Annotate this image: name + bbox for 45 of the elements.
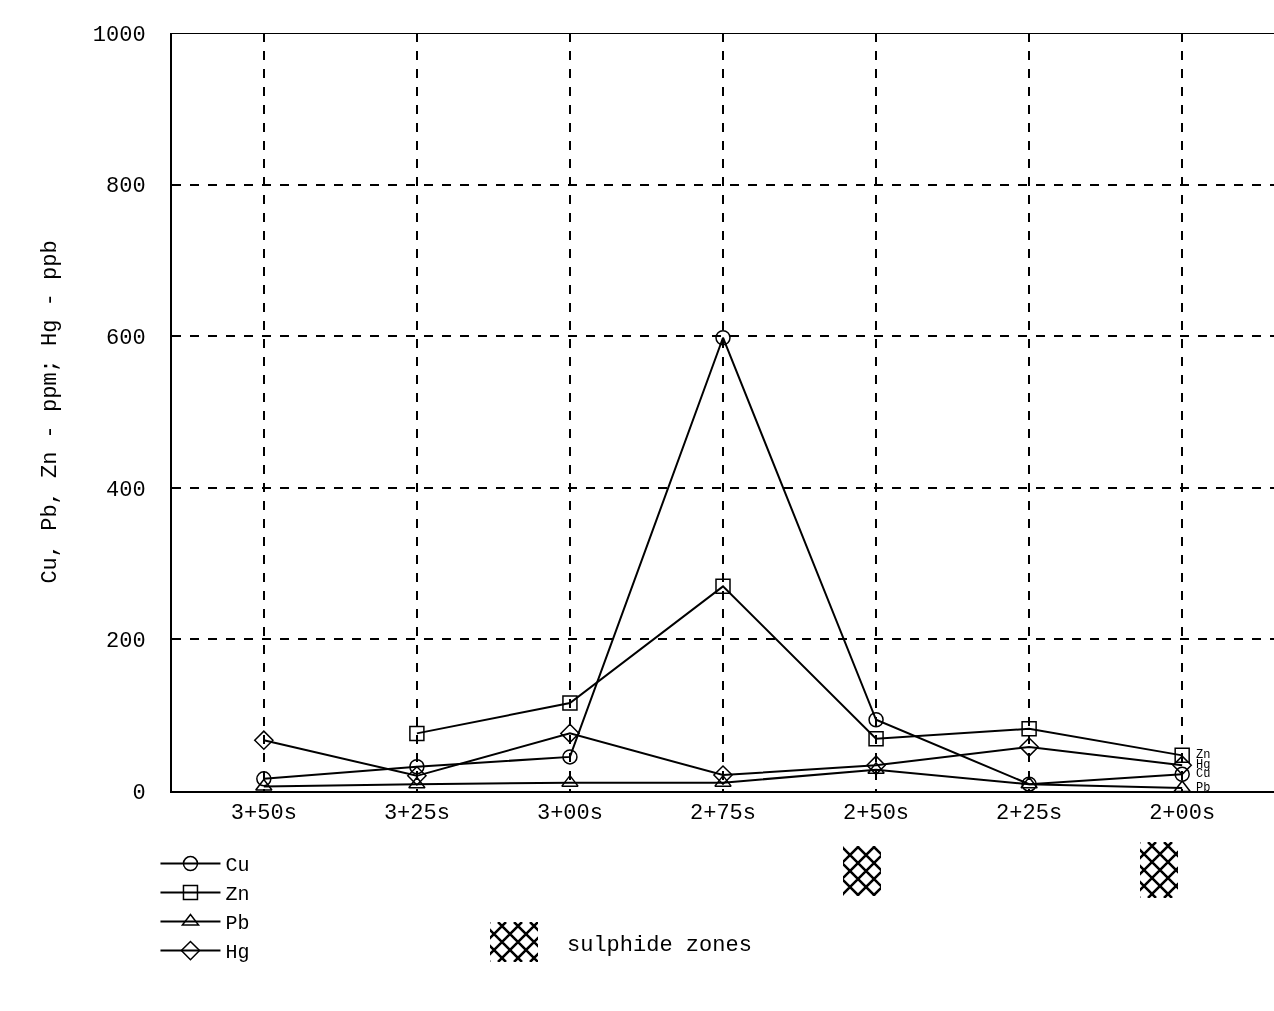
point: [1172, 755, 1193, 776]
x-tick-label: 3+50s: [230, 801, 297, 827]
point: [866, 755, 886, 776]
point: [560, 723, 580, 744]
x-tick-label: 3+00s: [536, 801, 603, 827]
y-axis-title: Cu, Pb, Zn - ppm; Hg - ppb: [38, 240, 64, 584]
x-tick-label: 3+25s: [383, 801, 450, 827]
point: [409, 725, 425, 742]
x-tick-label: 2+75s: [689, 801, 757, 827]
point: [867, 762, 885, 775]
point: [561, 774, 579, 787]
x-tick-label: 2+00s: [1149, 801, 1216, 827]
point: [715, 578, 731, 595]
point: [409, 758, 425, 775]
point: [714, 774, 732, 787]
point: [562, 695, 578, 711]
y-tick-label: 1000: [92, 22, 146, 48]
point: [408, 776, 426, 789]
point: [1173, 780, 1191, 793]
text: sulphide zones: [567, 933, 752, 958]
point: [562, 749, 578, 765]
y-tick-label: 200: [105, 629, 146, 655]
point: [1174, 747, 1190, 764]
x-tick-label: 2+50s: [843, 801, 910, 827]
y-tick-label: 400: [105, 477, 146, 503]
point: [715, 329, 731, 346]
point: [1174, 766, 1190, 783]
legend-label: Cu: [225, 854, 250, 878]
y-tick-label: 600: [105, 325, 146, 351]
y-tick-label: 0: [132, 780, 146, 806]
point: [407, 765, 427, 786]
legend-label: Pb: [225, 912, 250, 936]
legend-label: Zn: [225, 883, 250, 907]
y-tick-label: 800: [105, 174, 146, 200]
point: [256, 771, 272, 787]
x-tick-label: 2+25s: [996, 801, 1063, 827]
point: [1019, 737, 1039, 757]
point: [253, 730, 274, 751]
point: [868, 730, 884, 747]
point: [255, 778, 273, 791]
point: [868, 712, 884, 728]
point: [1021, 721, 1037, 737]
point: [713, 765, 733, 785]
legend-label: Hg: [225, 941, 250, 965]
annotation: Pb: [1196, 781, 1211, 795]
